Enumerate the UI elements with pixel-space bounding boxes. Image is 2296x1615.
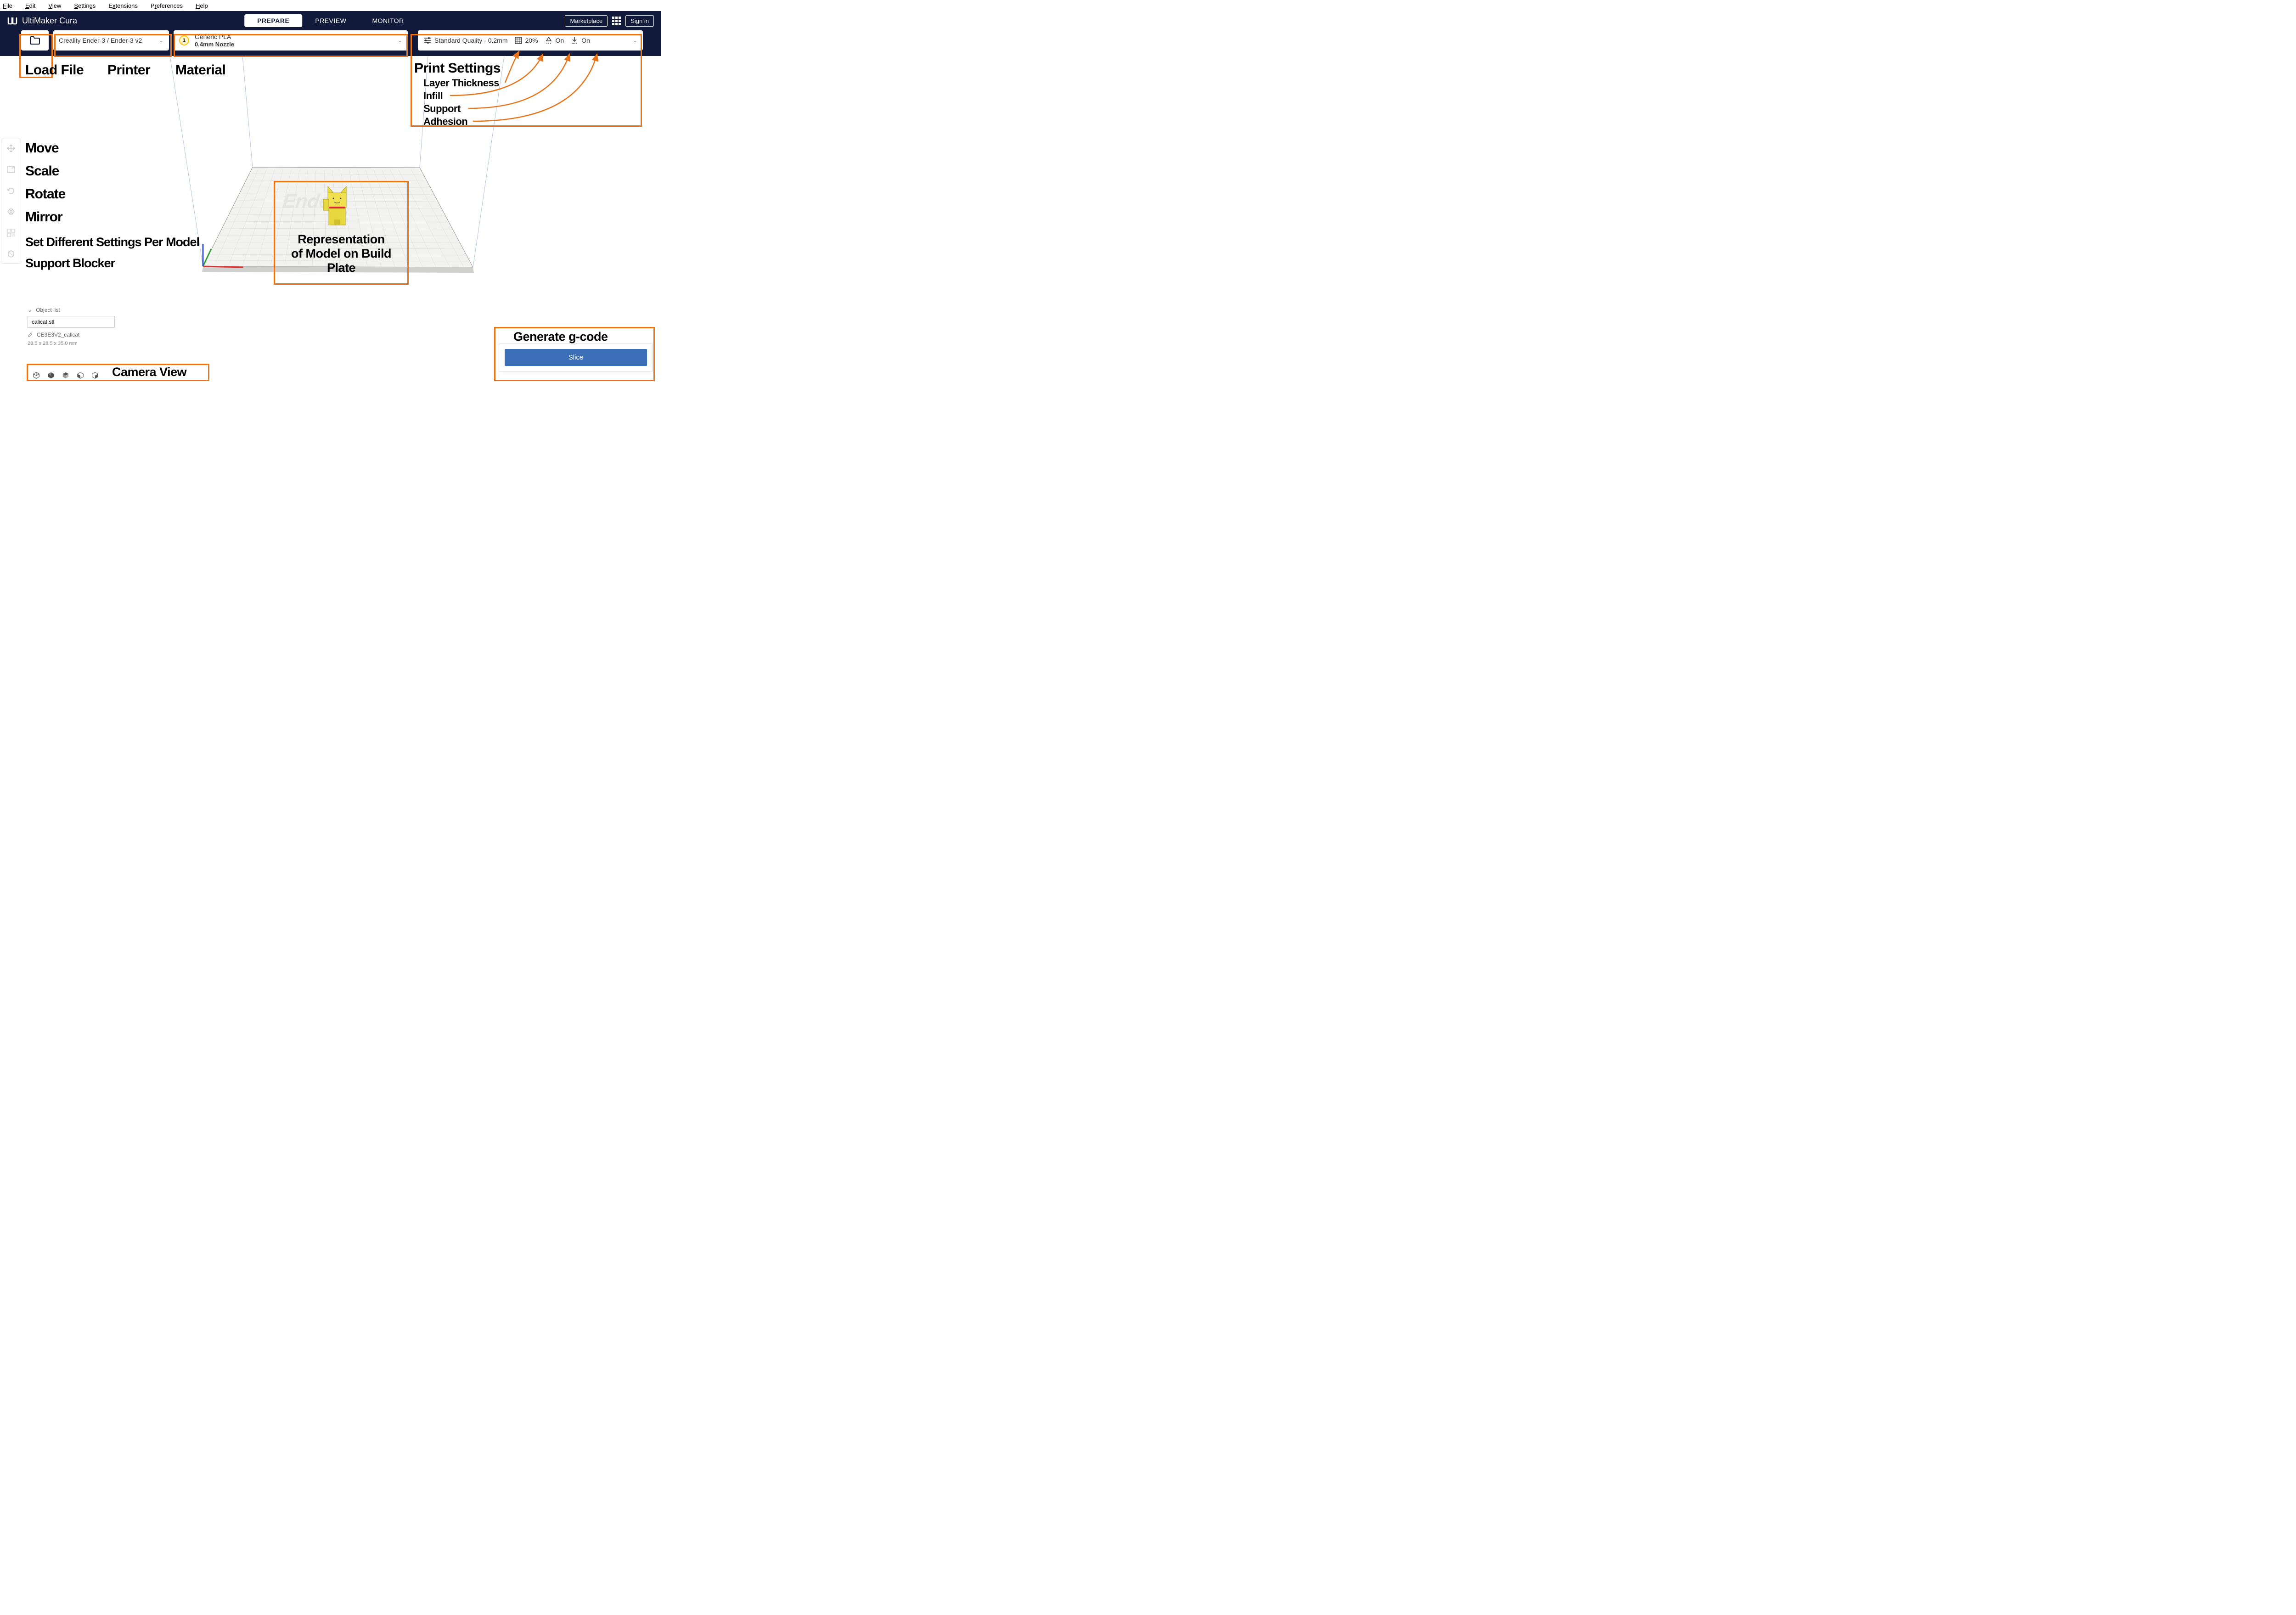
annotation-label: Print Settings [414, 61, 501, 76]
object-dimensions: 28.5 x 28.5 x 35.0 mm [28, 341, 124, 346]
tab-monitor[interactable]: MONITOR [359, 14, 416, 27]
app-name: UltiMaker Cura [22, 16, 77, 26]
annotation-label: Set Different Settings Per Model [25, 235, 199, 249]
extruder-badge: 1 [179, 35, 189, 45]
annotation-label: Support Blocker [25, 256, 115, 270]
object-name-input[interactable] [28, 316, 115, 328]
adhesion-icon [570, 36, 579, 45]
pencil-icon[interactable] [28, 332, 33, 338]
model-preview[interactable] [318, 185, 355, 231]
annotation-label: Scale [25, 163, 59, 179]
view-front-icon[interactable] [47, 371, 55, 379]
annotation-label: Support [423, 103, 461, 115]
annotation-label: Mirror [25, 209, 62, 225]
annotation-label: Adhesion [423, 116, 467, 128]
menu-settings[interactable]: Settings [74, 2, 96, 9]
chevron-down-icon: ⌄ [398, 37, 402, 44]
annotation-label: Printer [107, 62, 150, 78]
material-name: Generic PLA [195, 33, 234, 41]
printer-selector[interactable]: Creality Ender-3 / Ender-3 v2 ⌄ [53, 30, 169, 51]
support-blocker-tool[interactable] [5, 248, 17, 260]
menu-extensions[interactable]: Extensions [108, 2, 138, 9]
logo-icon [7, 17, 18, 25]
rotate-tool[interactable] [5, 184, 17, 197]
adhesion-value: On [581, 37, 590, 44]
config-bar: Creality Ender-3 / Ender-3 v2 ⌄ 1 Generi… [0, 30, 661, 56]
nozzle-size: 0.4mm Nozzle [195, 41, 234, 48]
menu-preferences[interactable]: Preferences [151, 2, 183, 9]
per-model-settings-tool[interactable] [5, 226, 17, 239]
quality-label: Standard Quality - 0.2mm [434, 37, 508, 44]
support-icon [545, 36, 553, 45]
output-filename: CE3E3V2_calicat [37, 332, 79, 338]
print-settings-panel[interactable]: Standard Quality - 0.2mm 20% On On ⌄ [418, 30, 643, 51]
chevron-down-icon: ⌄ [159, 37, 163, 44]
sliders-icon [423, 36, 432, 45]
camera-views [32, 371, 99, 379]
material-selector[interactable]: 1 Generic PLA 0.4mm Nozzle ⌄ [174, 30, 408, 51]
annotation-label: Load File [25, 62, 84, 78]
move-tool[interactable] [5, 142, 17, 155]
slice-panel: Slice [499, 343, 653, 372]
tab-preview[interactable]: PREVIEW [302, 14, 359, 27]
view-3d-icon[interactable] [32, 371, 40, 379]
annotation-label: Representation of Model on Build Plate [284, 232, 399, 275]
menu-help[interactable]: Help [196, 2, 208, 9]
signin-button[interactable]: Sign in [625, 15, 654, 27]
load-file-button[interactable] [21, 30, 49, 51]
scale-tool[interactable] [5, 163, 17, 176]
view-top-icon[interactable] [62, 371, 70, 379]
view-left-icon[interactable] [76, 371, 84, 379]
marketplace-button[interactable]: Marketplace [565, 15, 608, 27]
printer-label: Creality Ender-3 / Ender-3 v2 [59, 37, 142, 44]
chevron-down-icon[interactable]: ⌄ [28, 307, 32, 313]
system-menubar: File Edit View Settings Extensions Prefe… [0, 0, 661, 11]
object-list-title: Object list [36, 307, 60, 313]
annotation-label: Layer Thickness [423, 77, 499, 89]
infill-value: 20% [525, 37, 538, 44]
menu-view[interactable]: View [48, 2, 61, 9]
slice-button[interactable]: Slice [505, 349, 647, 366]
tab-prepare[interactable]: PREPARE [244, 14, 302, 27]
annotation-label: Material [175, 62, 225, 78]
stage-tabs: PREPARE PREVIEW MONITOR [244, 14, 417, 27]
mirror-tool[interactable] [5, 205, 17, 218]
menu-file[interactable]: File [3, 2, 12, 9]
apps-icon[interactable] [612, 17, 621, 25]
annotation-label: Generate g-code [513, 330, 608, 344]
annotation-label: Rotate [25, 186, 65, 202]
transform-toolbar [1, 139, 21, 264]
app-header: UltiMaker Cura PREPARE PREVIEW MONITOR M… [0, 11, 661, 30]
object-list-panel: ⌄ Object list CE3E3V2_calicat 28.5 x 28.5… [28, 307, 124, 346]
annotation-label: Move [25, 141, 59, 156]
app-logo: UltiMaker Cura [7, 16, 77, 26]
view-right-icon[interactable] [91, 371, 99, 379]
folder-icon [29, 36, 40, 45]
annotation-label: Camera View [112, 365, 186, 379]
menu-edit[interactable]: Edit [25, 2, 35, 9]
chevron-down-icon: ⌄ [633, 37, 637, 44]
support-value: On [556, 37, 564, 44]
annotation-label: Infill [423, 90, 443, 102]
infill-icon [514, 36, 523, 45]
